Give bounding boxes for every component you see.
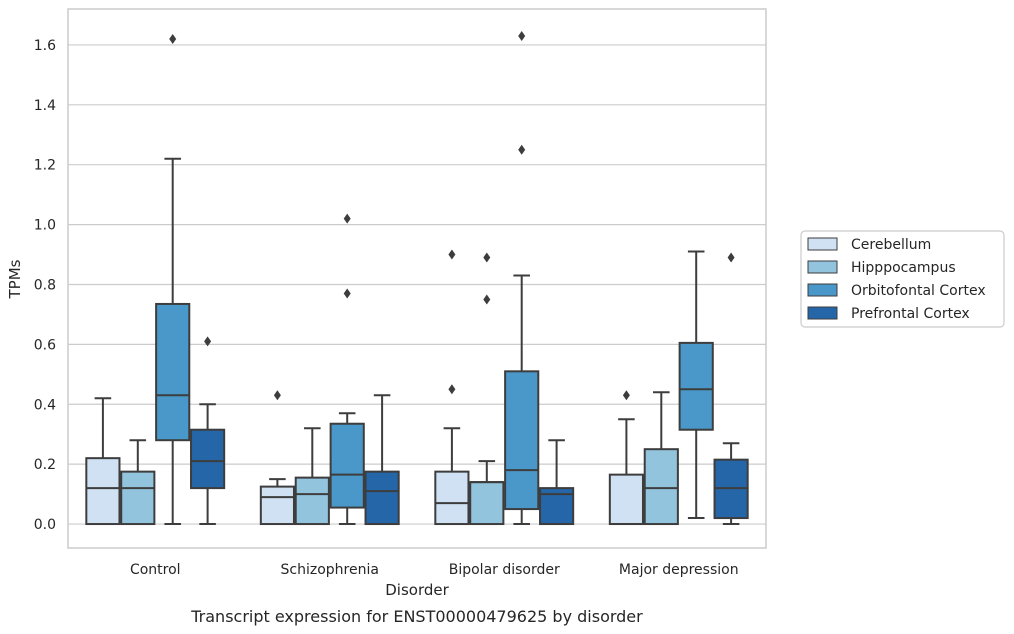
box-plot xyxy=(294,427,330,526)
outlier-point xyxy=(448,384,456,395)
box xyxy=(434,470,470,526)
y-tick-labels: 0.0 0.2 0.4 0.6 0.8 1.0 1.2 1.4 1.6 xyxy=(34,38,56,533)
box xyxy=(364,470,400,526)
outlier-point xyxy=(483,252,491,263)
box-plot xyxy=(155,33,191,526)
y-tick-label: 1.2 xyxy=(34,158,56,174)
outlier-point xyxy=(448,249,456,260)
box xyxy=(504,370,540,511)
box xyxy=(259,485,295,526)
outlier-point xyxy=(518,144,526,155)
outlier-point xyxy=(343,213,351,224)
box xyxy=(294,476,330,526)
legend-swatch xyxy=(807,306,838,320)
box-plot xyxy=(713,252,749,526)
y-tick-label: 0.2 xyxy=(34,457,56,473)
box-plot xyxy=(608,390,644,526)
plot-frame xyxy=(67,8,767,549)
x-tick-labels: Control Schizophrenia Bipolar disorder Majo… xyxy=(130,562,739,578)
box-plot xyxy=(504,30,540,526)
legend-swatch xyxy=(807,283,838,297)
box-plots xyxy=(85,30,749,526)
outlier-point xyxy=(727,252,735,263)
y-tick-label: 0.8 xyxy=(34,277,56,293)
legend-frame xyxy=(800,230,1005,328)
box-plot xyxy=(469,252,505,526)
x-tick-label: Bipolar disorder xyxy=(449,562,560,578)
legend-label: Prefrontal Cortex xyxy=(851,306,970,322)
x-axis-label: Disorder xyxy=(385,581,449,599)
box xyxy=(329,422,365,509)
y-tick-label: 1.6 xyxy=(34,38,56,54)
y-tick-label: 1.0 xyxy=(34,218,56,234)
y-tick-label: 0.0 xyxy=(34,517,56,533)
outlier-point xyxy=(483,294,491,305)
box xyxy=(120,470,156,526)
box-plot xyxy=(678,250,714,520)
box-plot xyxy=(434,249,470,526)
legend: Cerebellum Hipppocampus Orbitofontal Corte… xyxy=(800,230,1005,328)
box xyxy=(643,448,679,526)
box-plot xyxy=(364,394,400,526)
box-plot xyxy=(643,391,679,526)
legend-swatch xyxy=(807,237,838,251)
y-tick-label: 0.6 xyxy=(34,337,56,353)
x-tick-label: Control xyxy=(130,562,181,578)
outlier-point xyxy=(204,336,212,347)
box-plot xyxy=(85,397,121,526)
outlier-point xyxy=(622,390,630,401)
box xyxy=(190,428,226,490)
box-plot xyxy=(539,439,575,526)
outlier-point xyxy=(169,33,177,44)
box-plot xyxy=(259,390,295,526)
legend-label: Hipppocampus xyxy=(851,260,956,276)
box xyxy=(678,341,714,431)
outlier-point xyxy=(273,390,281,401)
outlier-point xyxy=(518,30,526,41)
legend-label: Orbitofontal Cortex xyxy=(851,283,986,299)
y-tick-label: 0.4 xyxy=(34,397,56,413)
y-tick-label: 1.4 xyxy=(34,98,56,114)
x-tick-label: Schizophrenia xyxy=(281,562,379,578)
x-tick-label: Major depression xyxy=(619,562,739,578)
box xyxy=(85,457,121,526)
box-plot xyxy=(190,336,226,526)
box-plot xyxy=(120,439,156,526)
box-plot xyxy=(329,213,365,526)
box xyxy=(155,302,191,442)
y-axis-label: TPMs xyxy=(6,259,24,299)
legend-swatch xyxy=(807,260,838,274)
chart-caption: Transcript expression for ENST0000047962… xyxy=(190,607,643,626)
box xyxy=(469,481,505,526)
box xyxy=(608,473,644,526)
outlier-point xyxy=(343,288,351,299)
legend-label: Cerebellum xyxy=(851,237,931,253)
